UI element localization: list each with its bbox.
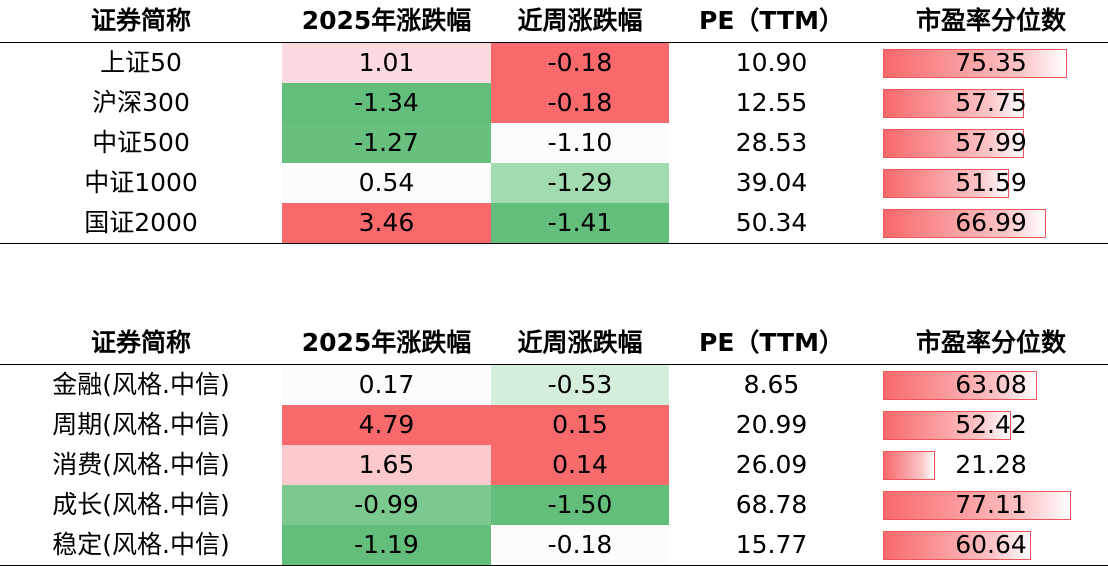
week-change: -0.18 [491,525,669,565]
pe-ttm: 20.99 [735,410,808,439]
table-row: 成长(风格.中信) -0.99 -1.50 68.78 77.11 [0,485,1108,525]
pe-percentile-value: 57.99 [955,128,1027,157]
pe-percentile-value: 77.11 [955,490,1027,519]
pe-percentile-value: 21.28 [955,450,1027,479]
security-name: 成长(风格.中信) [52,490,230,519]
security-name: 中证1000 [84,168,198,197]
security-name: 国证2000 [84,208,198,237]
pe-percentile-bar [883,371,1037,400]
header-pe-percentile: 市盈率分位数 [915,6,1066,35]
header-pe: PE（TTM） [699,328,844,357]
pe-percentile-value: 75.35 [955,48,1027,77]
header-name: 证券简称 [90,328,191,357]
header-ytd: 2025年涨跌幅 [301,328,472,357]
pe-percentile-value: 52.42 [955,410,1027,439]
header-name: 证券简称 [90,6,191,35]
pe-percentile-value: 63.08 [955,370,1027,399]
ytd-change: 0.54 [282,163,491,203]
week-change: -1.29 [491,163,669,203]
table-row: 上证50 1.01 -0.18 10.90 75.35 [0,43,1108,83]
security-name: 上证50 [100,48,182,77]
table-row: 消费(风格.中信) 1.65 0.14 26.09 21.28 [0,445,1108,485]
pe-ttm: 26.09 [735,450,808,479]
header-pe: PE（TTM） [699,6,844,35]
table-row: 周期(风格.中信) 4.79 0.15 20.99 52.42 [0,405,1108,445]
week-change: -1.50 [491,485,669,525]
style-table: 证券简称 2025年涨跌幅 近周涨跌幅 PE（TTM） 市盈率分位数 金融(风格… [0,322,1108,566]
pe-ttm: 8.65 [743,370,800,399]
table-row: 国证2000 3.46 -1.41 50.34 66.99 [0,203,1108,244]
index-table: 证券简称 2025年涨跌幅 近周涨跌幅 PE（TTM） 市盈率分位数 上证50 1… [0,0,1108,244]
pe-percentile-bar [883,89,1024,118]
pe-ttm: 10.90 [735,48,808,77]
security-name: 中证500 [92,128,190,157]
ytd-change: 3.46 [282,203,491,243]
pe-percentile-bar [883,209,1046,238]
security-name: 消费(风格.中信) [52,450,230,479]
week-change: 0.15 [491,405,669,445]
pe-ttm: 50.34 [735,208,808,237]
pe-percentile-bar [883,491,1071,520]
pe-ttm: 12.55 [735,88,808,117]
header-pe-percentile: 市盈率分位数 [915,328,1066,357]
ytd-change: 4.79 [282,405,491,445]
ytd-change: 1.65 [282,445,491,485]
ytd-change: -1.34 [282,83,491,123]
table-row: 稳定(风格.中信) -1.19 -0.18 15.77 60.64 [0,525,1108,566]
table-row: 沪深300 -1.34 -0.18 12.55 57.75 [0,83,1108,123]
pe-percentile-value: 57.75 [955,88,1027,117]
ytd-change: 0.17 [282,365,491,405]
security-name: 稳定(风格.中信) [52,530,230,559]
week-change: -1.41 [491,203,669,243]
pe-ttm: 39.04 [735,168,808,197]
header-row: 证券简称 2025年涨跌幅 近周涨跌幅 PE（TTM） 市盈率分位数 [0,0,1108,43]
header-week: 近周涨跌幅 [517,6,643,35]
table-row: 金融(风格.中信) 0.17 -0.53 8.65 63.08 [0,365,1108,405]
pe-percentile-value: 66.99 [955,208,1027,237]
ytd-change: -1.27 [282,123,491,163]
pe-percentile-bar [883,169,1009,198]
security-name: 周期(风格.中信) [52,410,230,439]
week-change: -0.53 [491,365,669,405]
ytd-change: 1.01 [282,43,491,83]
pe-percentile-value: 51.59 [955,168,1027,197]
security-name: 金融(风格.中信) [52,370,230,399]
table-row: 中证1000 0.54 -1.29 39.04 51.59 [0,163,1108,203]
ytd-change: -0.99 [282,485,491,525]
table-row: 中证500 -1.27 -1.10 28.53 57.99 [0,123,1108,163]
ytd-change: -1.19 [282,525,491,565]
header-week: 近周涨跌幅 [517,328,643,357]
header-ytd: 2025年涨跌幅 [301,6,472,35]
header-row: 证券简称 2025年涨跌幅 近周涨跌幅 PE（TTM） 市盈率分位数 [0,322,1108,365]
pe-percentile-bar [883,531,1031,560]
pe-ttm: 15.77 [735,530,808,559]
week-change: -0.18 [491,43,669,83]
pe-percentile-bar [883,451,935,480]
pe-percentile-bar [883,411,1011,440]
pe-ttm: 28.53 [735,128,808,157]
week-change: -0.18 [491,83,669,123]
week-change: 0.14 [491,445,669,485]
pe-ttm: 68.78 [735,490,808,519]
pe-percentile-bar [883,129,1024,158]
security-name: 沪深300 [92,88,190,117]
pe-percentile-value: 60.64 [955,530,1027,559]
week-change: -1.10 [491,123,669,163]
pe-percentile-bar [883,49,1067,78]
